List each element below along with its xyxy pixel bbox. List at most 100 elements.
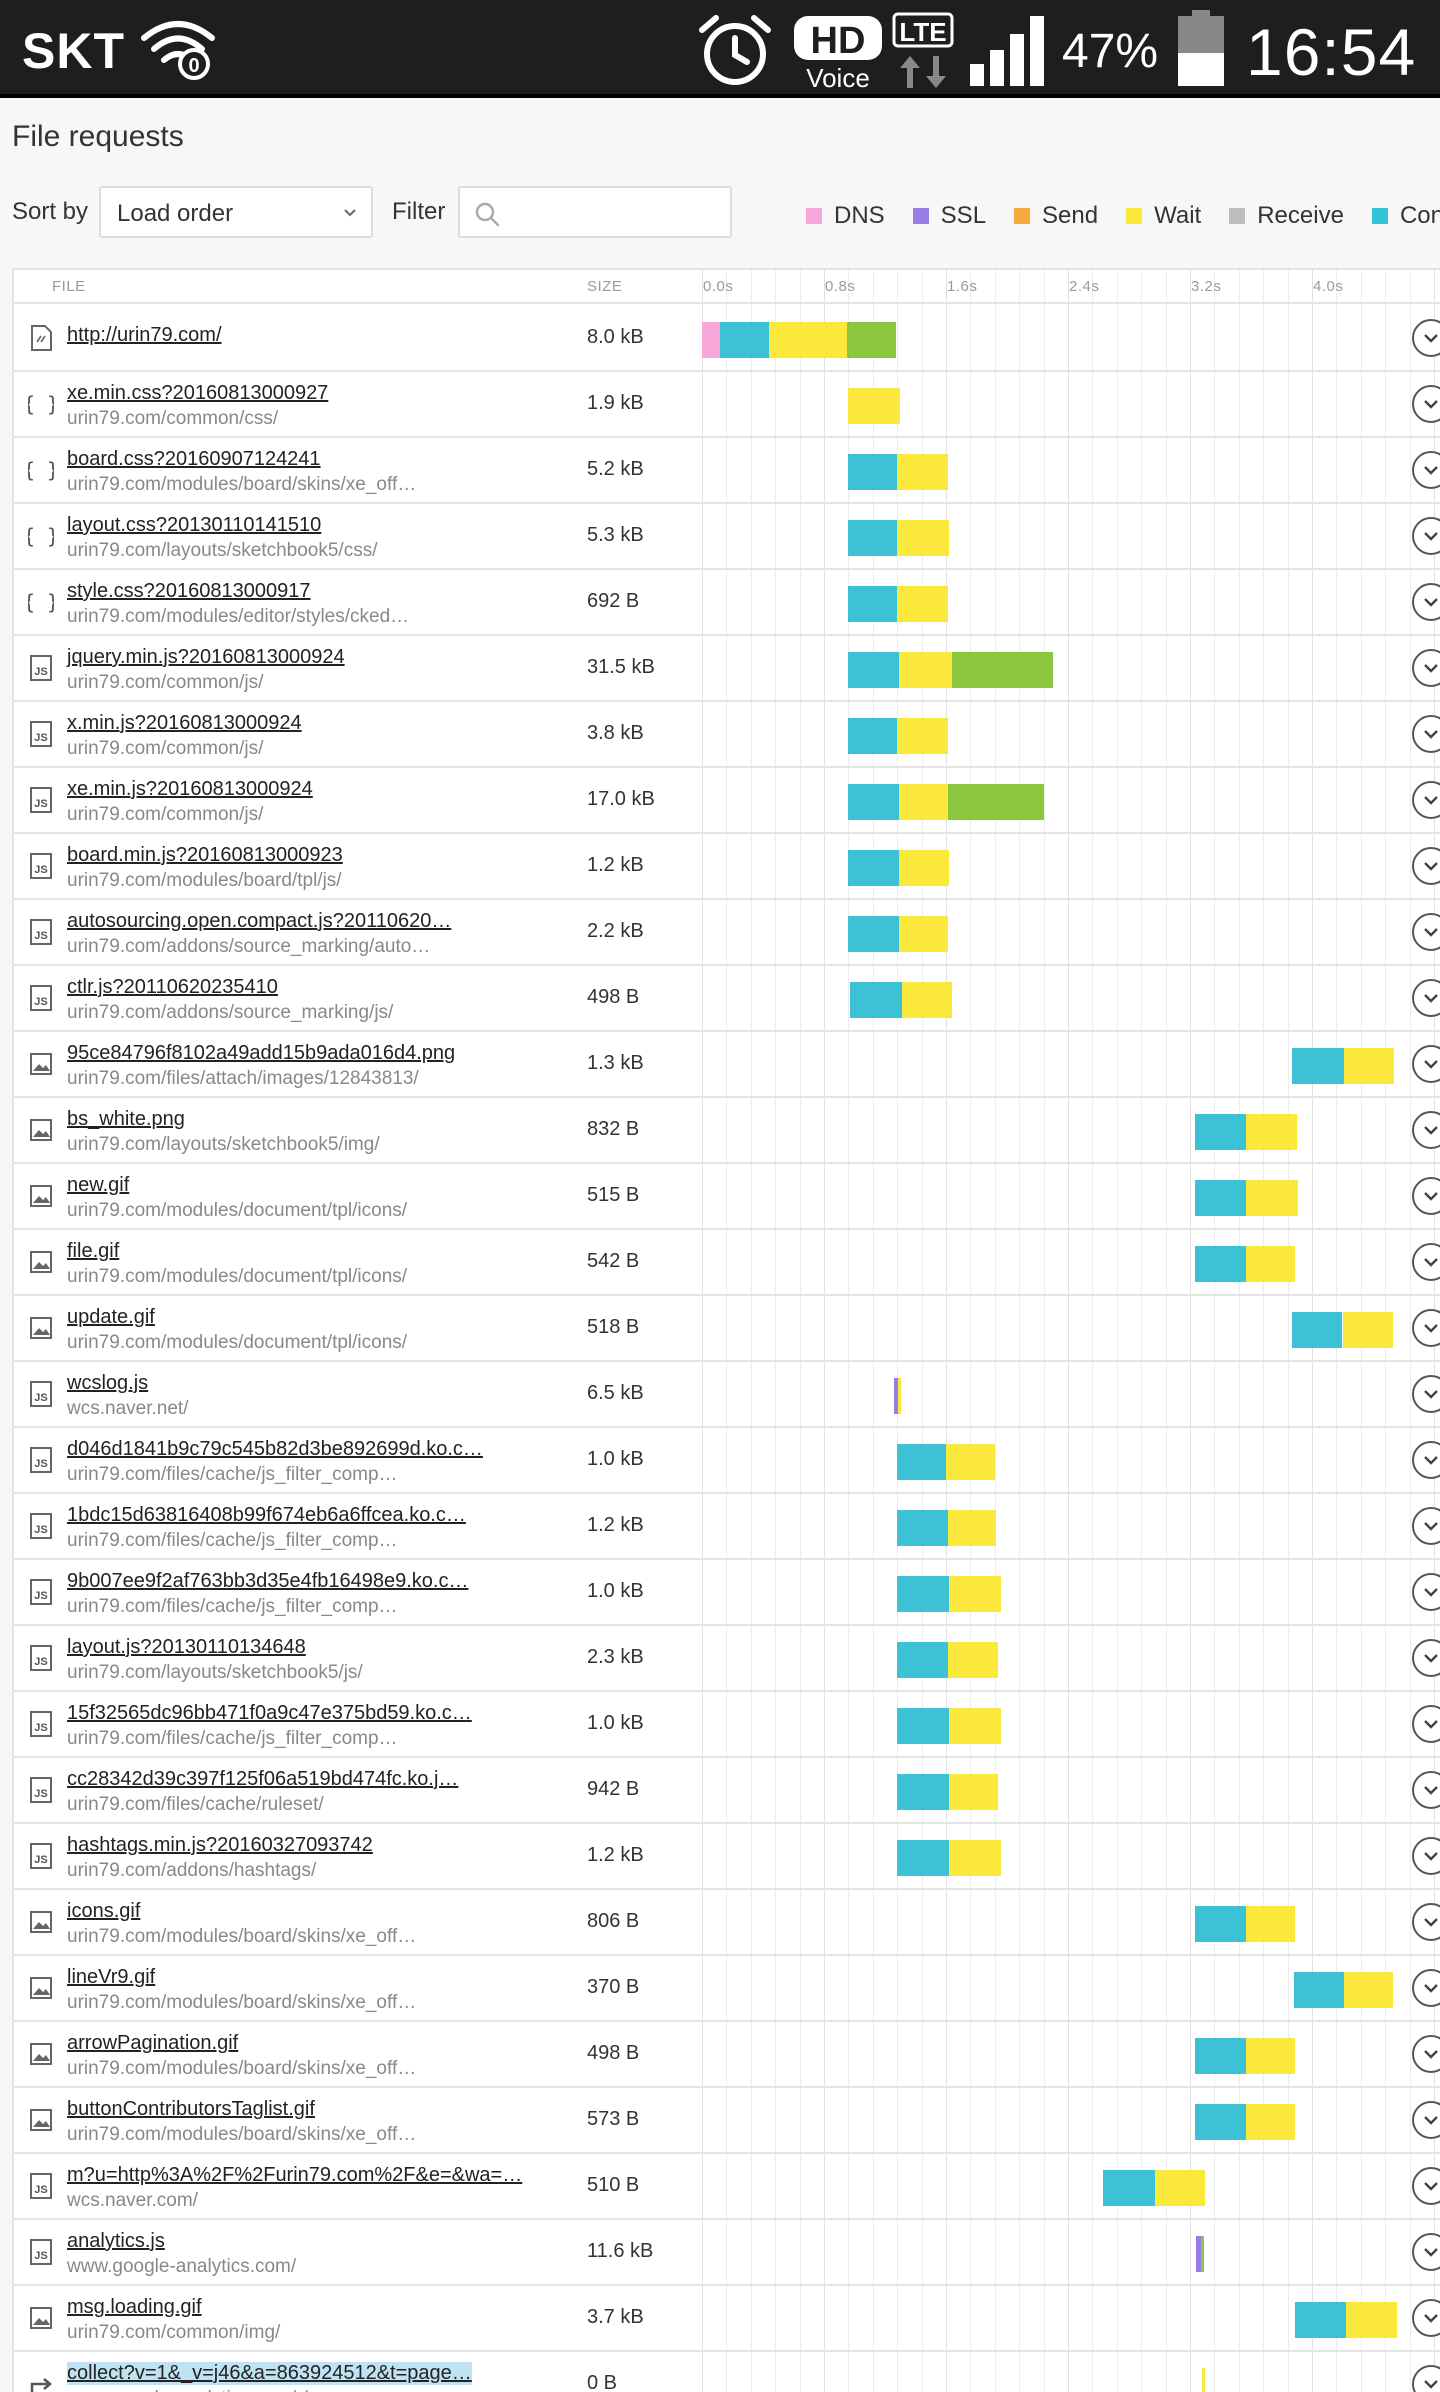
expand-row-button[interactable] bbox=[1412, 1309, 1440, 1347]
file-name-link[interactable]: ctlr.js?20110620235410 bbox=[67, 976, 278, 998]
expand-row-button[interactable] bbox=[1412, 319, 1440, 357]
request-row[interactable]: http://urin79.com/8.0 kB bbox=[14, 306, 1440, 372]
request-row[interactable]: JS 9b007ee9f2af763bb3d35e4fb16498e9.ko.c…… bbox=[14, 1560, 1440, 1626]
file-name-link[interactable]: icons.gif bbox=[67, 1900, 141, 1922]
request-row[interactable]: { } layout.css?20130110141510 urin79.com/l… bbox=[14, 504, 1440, 570]
request-row[interactable]: icons.gif urin79.com/modules/board/skins/… bbox=[14, 1890, 1440, 1956]
expand-row-button[interactable] bbox=[1412, 451, 1440, 489]
file-name-link[interactable]: board.min.js?20160813000923 bbox=[67, 844, 343, 866]
request-row[interactable]: collect?v=1&_v=j46&a=863924512&t=page…ww… bbox=[14, 2352, 1440, 2392]
expand-row-button[interactable] bbox=[1412, 1111, 1440, 1149]
file-name-link[interactable]: autosourcing.open.compact.js?20110620… bbox=[67, 910, 452, 932]
file-name-link[interactable]: layout.js?20130110134648 bbox=[67, 1636, 306, 1658]
expand-row-button[interactable] bbox=[1412, 913, 1440, 951]
request-row[interactable]: JS m?u=http%3A%2F%2Furin79.com%2F&e=&wa=…… bbox=[14, 2154, 1440, 2220]
file-name-link[interactable]: 95ce84796f8102a49add15b9ada016d4.png bbox=[67, 1042, 456, 1064]
expand-row-button[interactable] bbox=[1412, 2167, 1440, 2205]
request-row[interactable]: buttonContributorsTaglist.gif urin79.com/… bbox=[14, 2088, 1440, 2154]
request-row[interactable]: JS cc28342d39c397f125f06a519bd474fc.ko.j…… bbox=[14, 1758, 1440, 1824]
file-name-link[interactable]: buttonContributorsTaglist.gif bbox=[67, 2098, 315, 2120]
expand-row-button[interactable] bbox=[1412, 2035, 1440, 2073]
file-name-link[interactable]: arrowPagination.gif bbox=[67, 2032, 239, 2054]
expand-row-button[interactable] bbox=[1412, 1639, 1440, 1677]
request-row[interactable]: JS xe.min.js?20160813000924 urin79.com/com… bbox=[14, 768, 1440, 834]
request-row[interactable]: lineVr9.gif urin79.com/modules/board/skin… bbox=[14, 1956, 1440, 2022]
file-name-link[interactable]: hashtags.min.js?20160327093742 bbox=[67, 1834, 373, 1856]
file-name-link[interactable]: file.gif bbox=[67, 1240, 120, 1262]
expand-row-button[interactable] bbox=[1412, 1837, 1440, 1875]
expand-row-button[interactable] bbox=[1412, 781, 1440, 819]
request-row[interactable]: { } style.css?20160813000917 urin79.com/mo… bbox=[14, 570, 1440, 636]
expand-row-button[interactable] bbox=[1412, 649, 1440, 687]
request-row[interactable]: JS board.min.js?20160813000923 urin79.com/… bbox=[14, 834, 1440, 900]
request-row[interactable]: JS x.min.js?20160813000924 urin79.com/comm… bbox=[14, 702, 1440, 768]
expand-row-button[interactable] bbox=[1412, 583, 1440, 621]
expand-row-button[interactable] bbox=[1412, 1441, 1440, 1479]
js-file-icon: JS bbox=[30, 1843, 52, 1869]
expand-row-button[interactable] bbox=[1412, 1573, 1440, 1611]
request-row[interactable]: JS hashtags.min.js?20160327093742 urin79.c… bbox=[14, 1824, 1440, 1890]
request-row[interactable]: JS 1bdc15d63816408b99f674eb6a6ffcea.ko.c…… bbox=[14, 1494, 1440, 1560]
file-name-link[interactable]: 9b007ee9f2af763bb3d35e4fb16498e9.ko.c… bbox=[67, 1570, 469, 1592]
file-name-link[interactable]: new.gif bbox=[67, 1174, 130, 1196]
request-row[interactable]: JS analytics.js www.google-analytics.com/1… bbox=[14, 2220, 1440, 2286]
sort-dropdown[interactable]: Load order bbox=[99, 186, 373, 238]
file-name-link[interactable]: xe.min.js?20160813000924 bbox=[67, 778, 313, 800]
file-name-link[interactable]: msg.loading.gif bbox=[67, 2296, 202, 2318]
file-name-link[interactable]: 1bdc15d63816408b99f674eb6a6ffcea.ko.c… bbox=[67, 1504, 466, 1526]
expand-row-button[interactable] bbox=[1412, 715, 1440, 753]
request-row[interactable]: JS 15f32565dc96bb471f0a9c47e375bd59.ko.c…… bbox=[14, 1692, 1440, 1758]
file-name-link[interactable]: collect?v=1&_v=j46&a=863924512&t=page… bbox=[67, 2362, 472, 2385]
request-row[interactable]: { } board.css?20160907124241 urin79.com/mo… bbox=[14, 438, 1440, 504]
file-name-link[interactable]: board.css?20160907124241 bbox=[67, 448, 321, 470]
request-row[interactable]: file.gif urin79.com/modules/document/tpl/… bbox=[14, 1230, 1440, 1296]
file-name-link[interactable]: layout.css?20130110141510 bbox=[67, 514, 322, 536]
file-name-link[interactable]: d046d1841b9c79c545b82d3be892699d.ko.c… bbox=[67, 1438, 483, 1460]
expand-row-button[interactable] bbox=[1412, 979, 1440, 1017]
file-name-link[interactable]: http://urin79.com/ bbox=[67, 324, 222, 346]
file-size: 1.0 kB bbox=[587, 1448, 644, 1470]
expand-row-button[interactable] bbox=[1412, 847, 1440, 885]
request-row[interactable]: 95ce84796f8102a49add15b9ada016d4.png urin… bbox=[14, 1032, 1440, 1098]
expand-row-button[interactable] bbox=[1412, 1705, 1440, 1743]
request-row[interactable]: JS wcslog.js wcs.naver.net/6.5 kB bbox=[14, 1362, 1440, 1428]
expand-row-button[interactable] bbox=[1412, 2299, 1440, 2337]
expand-row-button[interactable] bbox=[1412, 2233, 1440, 2271]
request-row[interactable]: msg.loading.gif urin79.com/common/img/3.7… bbox=[14, 2286, 1440, 2352]
file-name-link[interactable]: analytics.js bbox=[67, 2230, 165, 2252]
request-row[interactable]: JS autosourcing.open.compact.js?20110620…… bbox=[14, 900, 1440, 966]
expand-row-button[interactable] bbox=[1412, 1045, 1440, 1083]
expand-row-button[interactable] bbox=[1412, 1177, 1440, 1215]
file-name-link[interactable]: style.css?20160813000917 bbox=[67, 580, 311, 602]
request-row[interactable]: arrowPagination.gif urin79.com/modules/bo… bbox=[14, 2022, 1440, 2088]
file-name-link[interactable]: xe.min.css?20160813000927 bbox=[67, 382, 329, 404]
expand-row-button[interactable] bbox=[1412, 1507, 1440, 1545]
expand-row-button[interactable] bbox=[1412, 1771, 1440, 1809]
file-name-link[interactable]: 15f32565dc96bb471f0a9c47e375bd59.ko.c… bbox=[67, 1702, 472, 1724]
request-row[interactable]: new.gif urin79.com/modules/document/tpl/i… bbox=[14, 1164, 1440, 1230]
request-row[interactable]: bs_white.png urin79.com/layouts/sketchboo… bbox=[14, 1098, 1440, 1164]
request-row[interactable]: update.gif urin79.com/modules/document/tp… bbox=[14, 1296, 1440, 1362]
file-name-link[interactable]: jquery.min.js?20160813000924 bbox=[67, 646, 345, 668]
file-name-link[interactable]: wcslog.js bbox=[67, 1372, 149, 1394]
expand-row-button[interactable] bbox=[1412, 1903, 1440, 1941]
file-name-link[interactable]: cc28342d39c397f125f06a519bd474fc.ko.j… bbox=[67, 1768, 459, 1790]
expand-row-button[interactable] bbox=[1412, 385, 1440, 423]
expand-row-button[interactable] bbox=[1412, 2101, 1440, 2139]
expand-row-button[interactable] bbox=[1412, 1243, 1440, 1281]
filter-input[interactable] bbox=[458, 186, 732, 238]
expand-row-button[interactable] bbox=[1412, 1969, 1440, 2007]
request-row[interactable]: JS jquery.min.js?20160813000924 urin79.com… bbox=[14, 636, 1440, 702]
expand-row-button[interactable] bbox=[1412, 2365, 1440, 2392]
file-name-link[interactable]: x.min.js?20160813000924 bbox=[67, 712, 302, 734]
file-name-link[interactable]: bs_white.png bbox=[67, 1108, 185, 1130]
request-row[interactable]: { } xe.min.css?20160813000927 urin79.com/c… bbox=[14, 372, 1440, 438]
request-row[interactable]: JS d046d1841b9c79c545b82d3be892699d.ko.c…… bbox=[14, 1428, 1440, 1494]
expand-row-button[interactable] bbox=[1412, 1375, 1440, 1413]
request-row[interactable]: JS layout.js?20130110134648 urin79.com/lay… bbox=[14, 1626, 1440, 1692]
expand-row-button[interactable] bbox=[1412, 517, 1440, 555]
request-row[interactable]: JS ctlr.js?20110620235410 urin79.com/addon… bbox=[14, 966, 1440, 1032]
file-name-link[interactable]: lineVr9.gif bbox=[67, 1966, 156, 1988]
file-name-link[interactable]: m?u=http%3A%2F%2Furin79.com%2F&e=&wa=… bbox=[67, 2164, 523, 2186]
file-name-link[interactable]: update.gif bbox=[67, 1306, 155, 1328]
